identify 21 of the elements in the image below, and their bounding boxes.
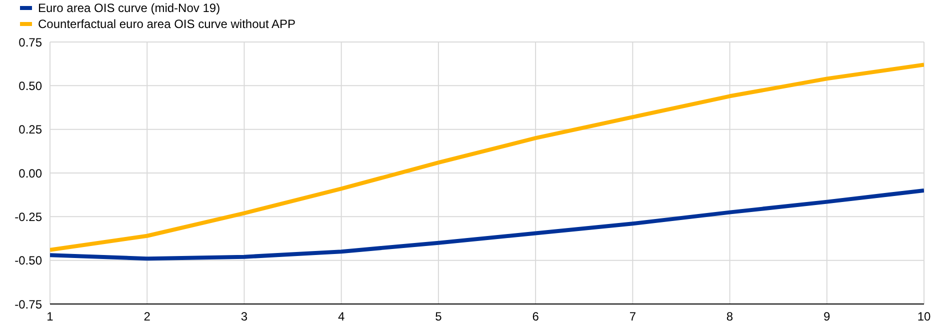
legend-label: Euro area OIS curve (mid-Nov 19) [38,0,220,16]
y-tick-label: -0.75 [14,297,42,312]
x-tick-label: 5 [435,310,442,324]
x-tick-label: 8 [726,310,734,324]
y-tick-label: -0.50 [14,254,42,268]
x-tick-label: 1 [46,310,54,324]
x-tick-label: 10 [917,310,931,324]
legend-label: Counterfactual euro area OIS curve without APP [38,16,296,32]
y-tick-label: 0.50 [18,78,42,93]
x-tick-label: 4 [338,310,345,324]
y-tick-label: 0.75 [18,35,42,50]
x-tick-label: 7 [629,310,636,324]
line-series [50,62,924,252]
x-tick-label: 9 [824,310,831,324]
x-tick-label: 6 [532,310,540,324]
x-tick-label: 3 [240,310,248,324]
line-series [50,188,924,261]
y-tick-label: 0.00 [18,166,42,180]
x-tick-label: 2 [144,310,151,324]
y-tick-label: -0.25 [14,210,42,224]
y-tick-label: 0.25 [18,122,42,137]
